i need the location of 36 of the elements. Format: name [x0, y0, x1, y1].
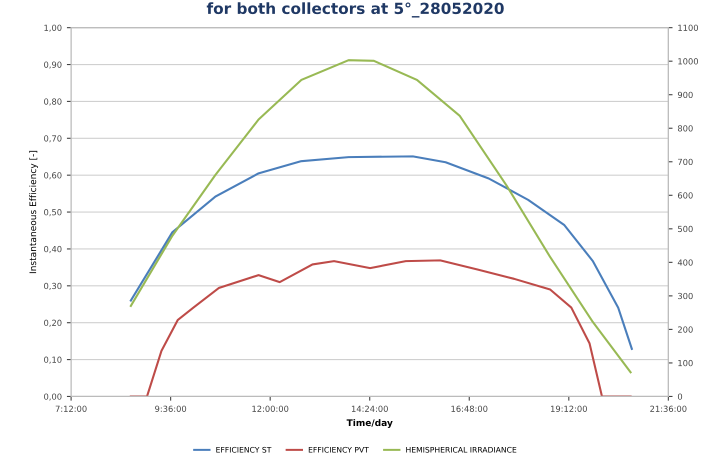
x-tick-label: 9:36:00 [155, 406, 186, 412]
y-tick-label: 0,20 [44, 320, 62, 327]
y2-tick-label: 100 [678, 360, 693, 366]
y2-tick-label: 0 [678, 393, 682, 400]
x-tick-label: 14:24:00 [352, 406, 388, 412]
y-tick-label: 0,00 [44, 393, 62, 401]
y-tick-label: 0,30 [44, 282, 62, 290]
x-tick-label: 12:00:00 [252, 406, 288, 412]
y2-tick-label: 700 [678, 158, 693, 166]
y-tick-label: 1,00 [44, 24, 62, 32]
y2-tick-label: 800 [678, 125, 693, 132]
line-series [130, 59, 632, 374]
y2-tick-label: 200 [678, 326, 693, 333]
y-tick-label: 0,90 [44, 62, 62, 69]
y2-tick-label: 400 [678, 259, 693, 266]
y2-tick-label: 1000 [678, 58, 698, 64]
y2-tick-label: 300 [678, 292, 693, 300]
y-tick-label: 0,50 [44, 209, 62, 216]
line-series [130, 155, 633, 350]
chart-title: for both collectors at 5°_28052020 [206, 2, 504, 18]
y2-tick-label: 900 [678, 92, 693, 98]
x-tick-label: 16:48:00 [451, 406, 488, 412]
x-axis-title: Time/day [346, 419, 393, 428]
y-tick-label: 0,40 [44, 246, 62, 254]
y-tick-label: 0,60 [44, 172, 62, 180]
x-tick-label: 21:36:00 [650, 406, 686, 412]
x-tick-label: 19:12:00 [551, 406, 587, 412]
y2-tick-label: 1100 [678, 24, 698, 31]
y2-tick-label: 600 [678, 192, 693, 199]
y-axis-title: Instantaneous Efficiency [-] [29, 150, 38, 274]
y-tick-label: 0,70 [44, 135, 62, 142]
y2-tick-label: 500 [678, 226, 693, 232]
line-series [130, 259, 632, 396]
y-tick-label: 0,10 [44, 356, 62, 364]
x-tick-label: 7:12:00 [56, 406, 87, 412]
y-tick-label: 0,80 [44, 98, 62, 106]
